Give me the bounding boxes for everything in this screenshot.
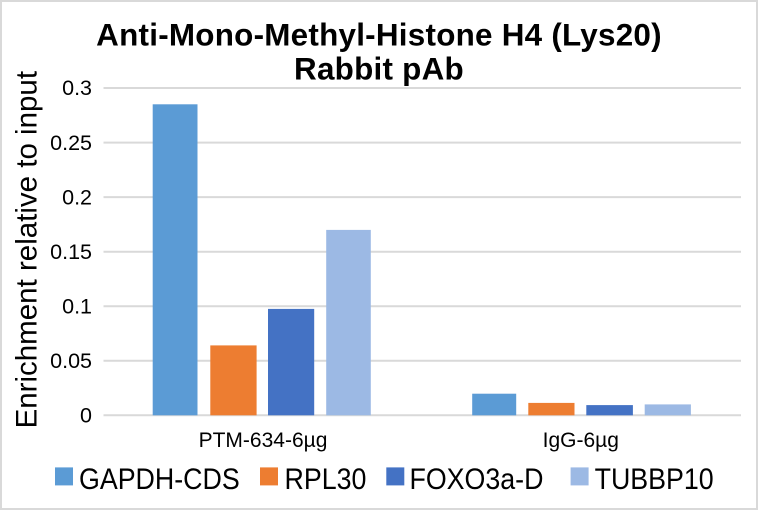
svg-text:FOXO3a-D: FOXO3a-D [410,462,544,495]
svg-text:RPL30: RPL30 [285,462,367,495]
svg-text:0.05: 0.05 [50,349,92,373]
svg-text:0: 0 [80,404,92,428]
svg-text:IgG-6µg: IgG-6µg [543,429,619,452]
svg-text:TUBBP10: TUBBP10 [595,462,714,495]
svg-text:PTM-634-6µg: PTM-634-6µg [199,429,328,452]
svg-text:0.2: 0.2 [62,185,92,209]
svg-text:Anti-Mono-Methyl-Histone H4 (L: Anti-Mono-Methyl-Histone H4 (Lys20) [96,17,662,52]
svg-text:0.3: 0.3 [62,76,92,100]
svg-text:GAPDH-CDS: GAPDH-CDS [79,462,240,495]
svg-text:0.25: 0.25 [50,131,92,155]
svg-text:Enrichment relative to input: Enrichment relative to input [11,71,44,428]
svg-text:0.15: 0.15 [50,240,92,264]
svg-text:Rabbit pAb: Rabbit pAb [294,52,464,87]
svg-text:0.1: 0.1 [62,294,92,318]
